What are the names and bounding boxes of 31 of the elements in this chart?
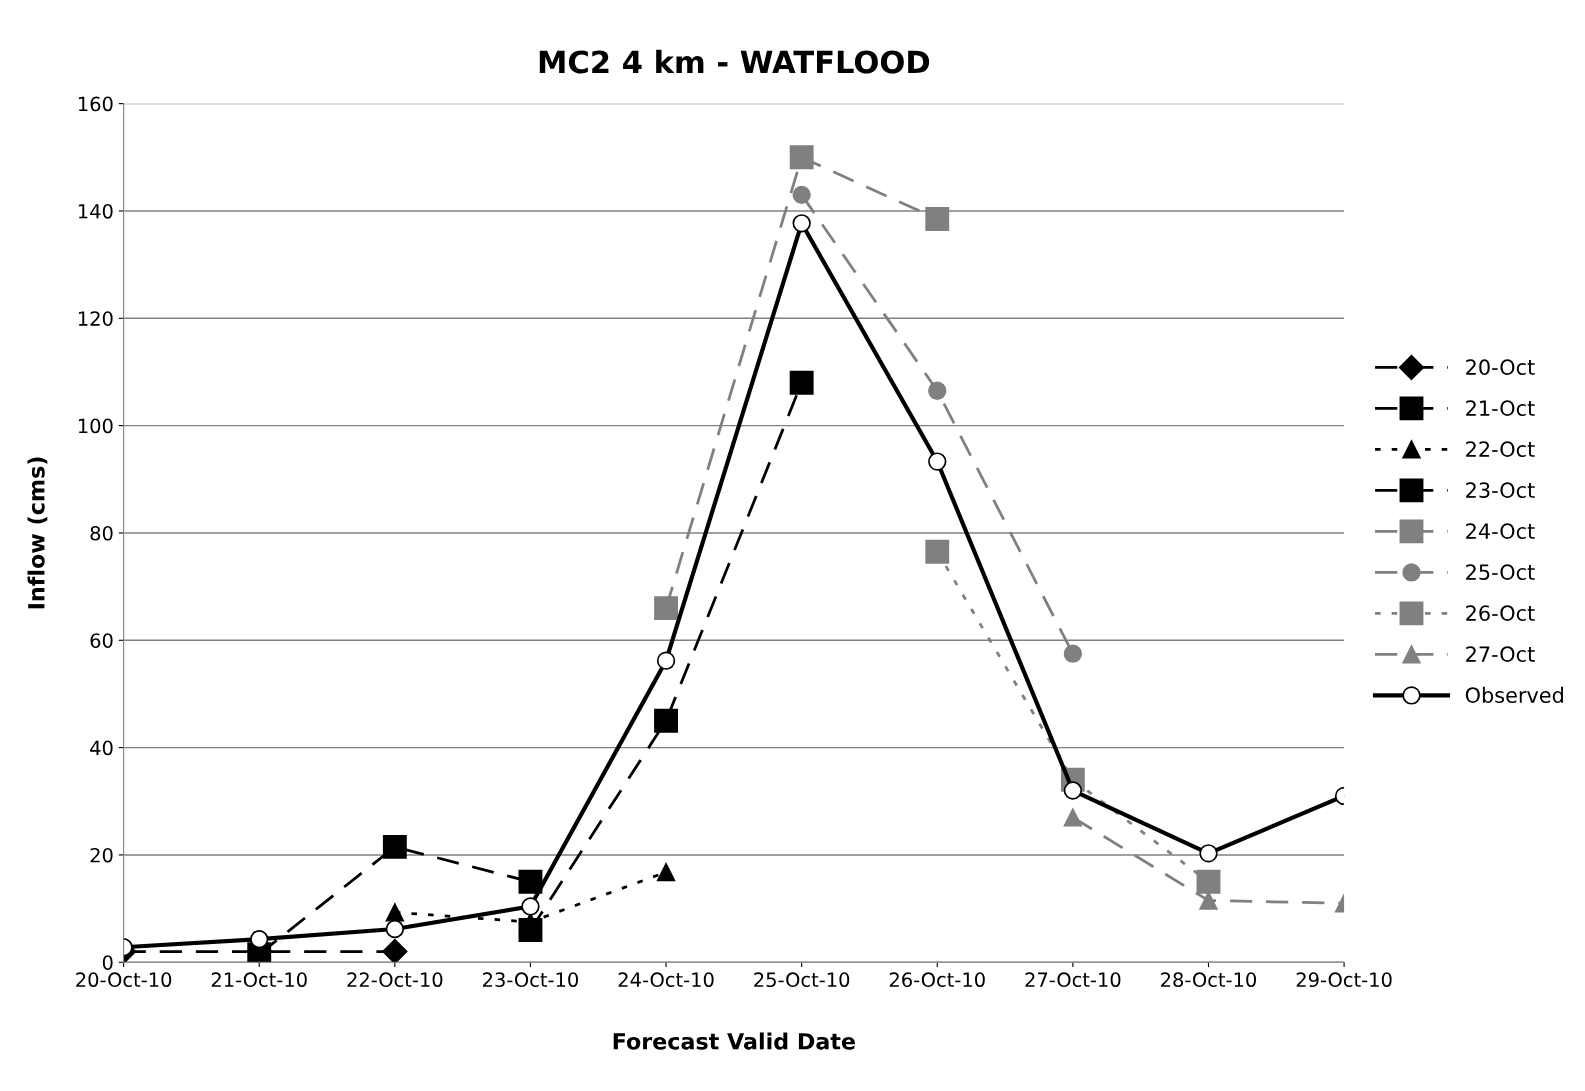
y-tick-label: 40	[90, 740, 113, 756]
y-tick-label: 100	[78, 418, 113, 434]
y-tick-label: 120	[78, 311, 113, 326]
legend-label: 20-Oct	[1466, 359, 1535, 376]
legend-label: 26-Oct	[1466, 605, 1535, 621]
legend-label: 25-Oct	[1466, 564, 1535, 580]
legend-label: 24-Oct	[1466, 523, 1535, 539]
x-tick-label: 20-Oct-10	[76, 972, 172, 988]
x-tick-label: 24-Oct-10	[618, 972, 714, 988]
y-axis-title: Inflow (cms)	[27, 457, 48, 609]
y-tick-label: 20	[90, 847, 113, 863]
y-tick-label: 0	[102, 955, 113, 970]
x-tick-label: 27-Oct-10	[1025, 972, 1121, 988]
legend-label: 21-Oct	[1466, 400, 1535, 417]
legend-label: Observed	[1465, 686, 1563, 703]
y-tick-label: 60	[90, 633, 113, 648]
x-tick-label: 29-Oct-10	[1296, 972, 1392, 988]
x-axis-title: Forecast Valid Date	[613, 1032, 855, 1050]
x-tick-label: 21-Oct-10	[211, 972, 307, 988]
y-tick-label: 140	[78, 203, 113, 219]
y-tick-label: 160	[78, 96, 113, 112]
x-tick-label: 25-Oct-10	[754, 972, 850, 988]
x-tick-label: 23-Oct-10	[483, 972, 578, 988]
x-tick-label: 22-Oct-10	[347, 972, 443, 988]
chart-title: MC2 4 km - WATFLOOD	[539, 49, 930, 74]
x-tick-label: 28-Oct-10	[1161, 972, 1257, 988]
legend-label: 23-Oct	[1466, 482, 1535, 498]
legend-label: 27-Oct	[1466, 646, 1535, 662]
y-tick-label: 80	[90, 525, 113, 541]
legend-label: 22-Oct	[1466, 441, 1535, 458]
x-tick-label: 26-Oct-10	[889, 972, 985, 988]
